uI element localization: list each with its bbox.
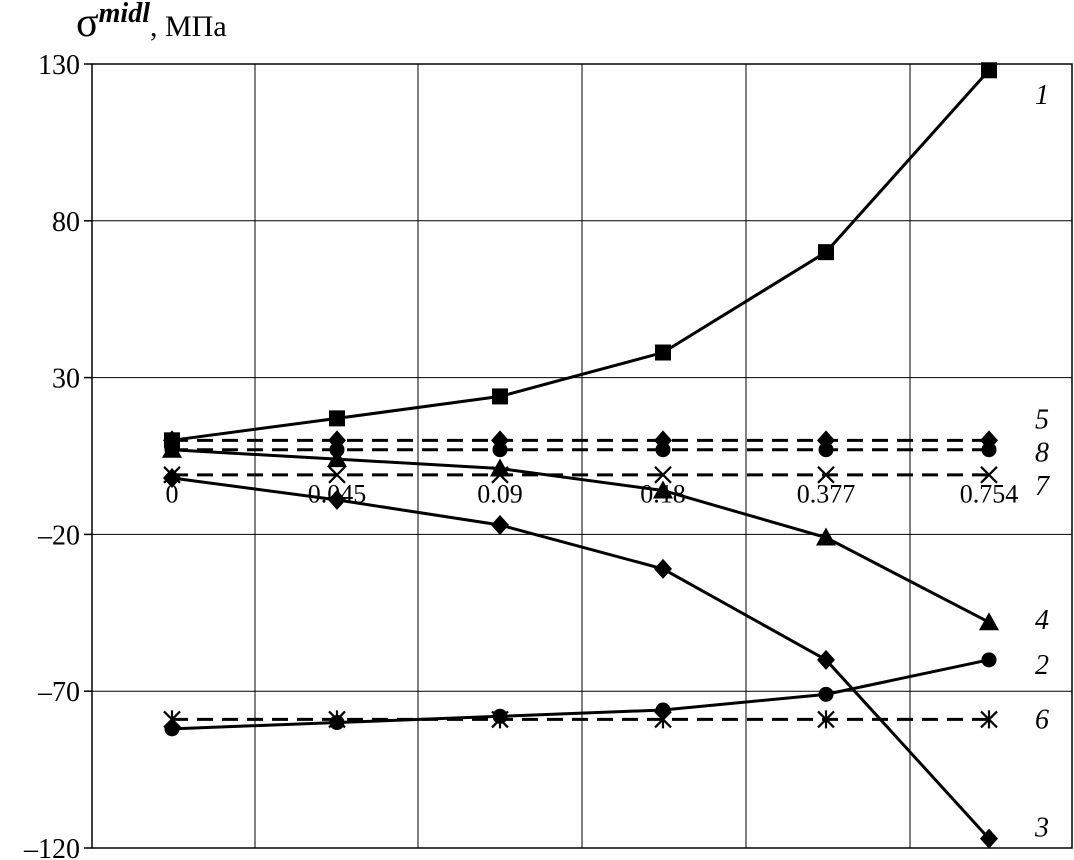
data-point	[329, 410, 345, 427]
data-point	[163, 467, 181, 488]
grid	[84, 63, 1073, 849]
series-label-6: 6	[1035, 704, 1049, 735]
data-point	[818, 442, 834, 458]
y-axis-title-superscript: midl	[99, 0, 151, 29]
x-tick-label: 0.09	[477, 480, 523, 509]
data-point	[818, 686, 834, 702]
series-label-4: 4	[1035, 605, 1049, 636]
data-point	[655, 344, 671, 361]
y-tick-label: –70	[37, 677, 80, 708]
x-tick-label: 0	[166, 480, 179, 509]
data-point	[816, 527, 836, 546]
y-axis-title-symbol: σ	[76, 0, 99, 46]
data-point	[163, 710, 181, 729]
data-point	[327, 449, 347, 468]
series-label-8: 8	[1035, 438, 1049, 469]
data-point	[490, 458, 510, 477]
data-point	[329, 442, 345, 458]
series-label-7: 7	[1035, 471, 1050, 502]
y-axis-title: σmidl, МПа	[76, 0, 227, 46]
series-line-1	[171, 69, 991, 442]
y-tick-label: 30	[52, 364, 80, 395]
data-point	[817, 649, 835, 670]
series-label-1: 1	[1035, 80, 1049, 111]
data-point	[492, 442, 508, 458]
data-point	[980, 710, 998, 729]
data-point	[981, 652, 997, 668]
series-labels: 1 2 3 4 5 6 78	[1034, 80, 1050, 844]
data-point	[654, 710, 672, 729]
x-tick-label: 0.377	[797, 480, 856, 509]
data-point	[328, 466, 346, 484]
series-line-3	[171, 476, 991, 840]
data-point	[491, 514, 509, 535]
y-tick-label: –20	[37, 520, 80, 551]
series-label-3: 3	[1034, 813, 1049, 844]
x-tick-label: 0.754	[960, 480, 1019, 509]
series-markers	[162, 62, 999, 849]
y-tick-label: –120	[23, 834, 80, 860]
data-point	[818, 244, 834, 261]
data-point	[979, 612, 999, 631]
data-point	[655, 702, 671, 718]
data-point	[164, 721, 180, 737]
data-point	[163, 466, 181, 484]
data-point	[653, 480, 673, 499]
data-point	[491, 466, 509, 484]
y-axis-ticks: 130 80 30 –20 –70 –120	[23, 50, 80, 860]
data-point	[980, 828, 998, 849]
series-lines	[171, 69, 991, 840]
data-point	[655, 442, 671, 458]
data-point	[654, 558, 672, 579]
data-point	[817, 466, 835, 484]
data-point	[164, 442, 180, 458]
data-point	[328, 710, 346, 729]
data-point	[654, 466, 672, 484]
y-axis-title-unit: , МПа	[150, 10, 227, 43]
series-label-5: 5	[1035, 404, 1049, 435]
data-point	[817, 710, 835, 729]
data-point	[491, 710, 509, 729]
data-point	[981, 62, 997, 79]
series-line-4	[171, 448, 990, 624]
y-tick-label: 130	[38, 50, 80, 81]
data-point	[980, 466, 998, 484]
y-tick-label: 80	[52, 207, 80, 238]
data-point	[328, 489, 346, 510]
series-label-2: 2	[1035, 650, 1049, 681]
data-point	[981, 442, 997, 458]
data-point	[492, 388, 508, 405]
